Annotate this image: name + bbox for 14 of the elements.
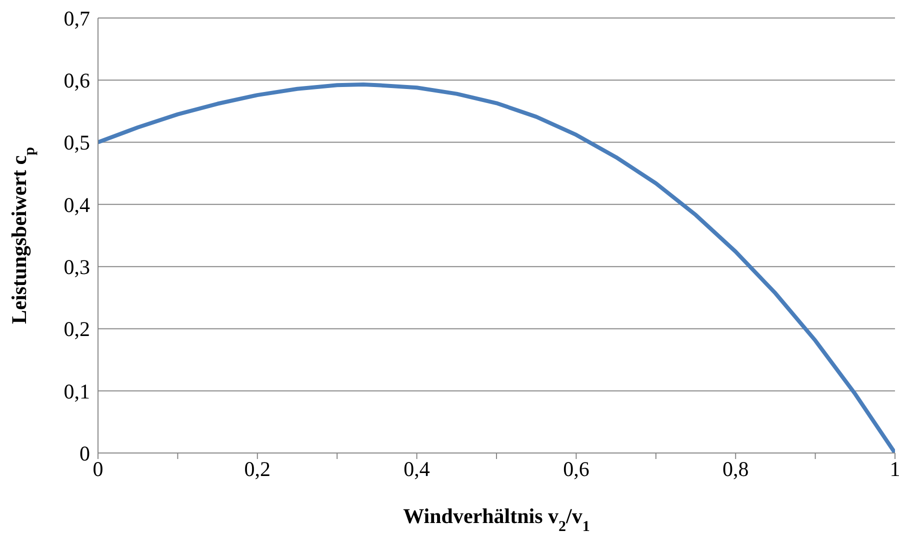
y-tick-label: 0,3 xyxy=(64,255,90,280)
x-tick-label: 0,8 xyxy=(722,456,749,481)
x-tick-label: 0,2 xyxy=(244,456,271,481)
y-tick-label: 0 xyxy=(80,441,90,466)
x-tick-label: 0,4 xyxy=(404,456,430,481)
y-tick-label: 0,5 xyxy=(64,130,90,155)
y-tick-label: 0,1 xyxy=(64,379,90,404)
x-axis-title: Windverhältnis v$_{2}$/v$_{1}$ xyxy=(403,504,590,535)
x-tick-label: 1 xyxy=(890,456,899,481)
y-tick-label: 0,4 xyxy=(64,192,90,217)
y-tick-label: 0,2 xyxy=(64,317,90,342)
y-tick-label: 0,6 xyxy=(64,68,90,93)
x-tick-label: 0,6 xyxy=(563,456,590,481)
y-tick-label: 0,7 xyxy=(64,6,90,30)
